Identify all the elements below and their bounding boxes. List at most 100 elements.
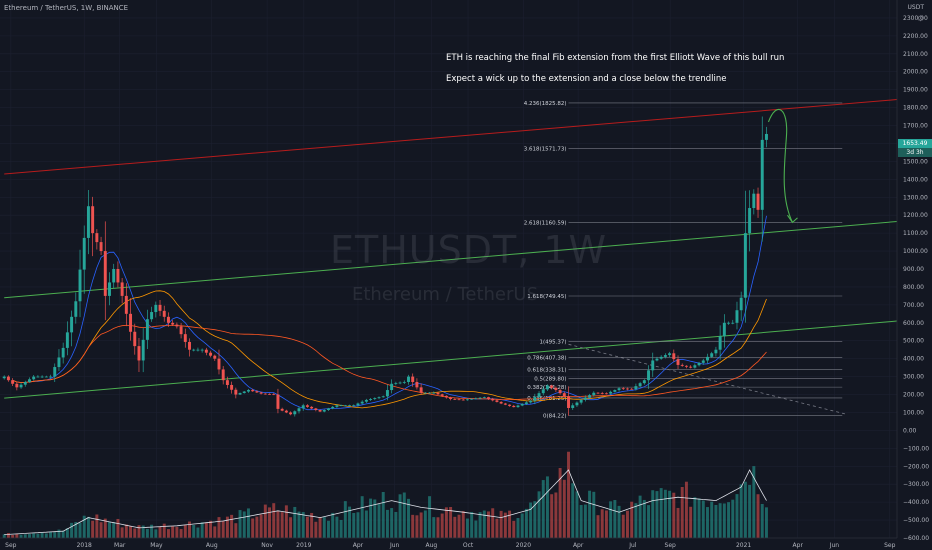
volume-bar (175, 526, 179, 538)
volume-bar (575, 491, 579, 538)
volume-bar (65, 528, 69, 538)
volume-bar (95, 514, 99, 538)
candle-body (348, 405, 352, 407)
projection-arrow (767, 109, 798, 224)
candle-body (743, 233, 747, 298)
volume-bar (263, 504, 267, 538)
volume-bar (512, 520, 516, 538)
volume-bar (284, 505, 288, 538)
volume-bar (588, 490, 592, 538)
volume-bar (124, 524, 128, 538)
fib-level-label: 0(84.22) (543, 413, 567, 419)
candle-body (630, 388, 634, 390)
volume-bar (61, 530, 65, 538)
price-tick-label: 2000.00 (903, 69, 928, 76)
candle-body (377, 397, 381, 399)
volume-bar (760, 503, 764, 538)
volume-bar (562, 479, 566, 538)
volume-bar (297, 511, 301, 538)
volume-bar (158, 526, 162, 538)
candle-body (562, 393, 566, 397)
volume-bar (364, 510, 368, 538)
price-tick-label: 600.00 (903, 320, 924, 327)
candle-body (718, 336, 722, 350)
volume-bar (103, 518, 107, 538)
candle-body (693, 365, 697, 368)
price-tick-label: 1300.00 (903, 194, 928, 201)
candle-body (541, 389, 545, 394)
volume-bar (171, 526, 175, 538)
volume-bar (752, 466, 756, 538)
annotation-line-2: Expect a wick up to the extension and a … (446, 73, 727, 84)
candle-body (305, 405, 309, 407)
candle-body (516, 405, 520, 408)
candle-body (651, 360, 655, 371)
volume-bar (230, 514, 234, 538)
volume-bar (301, 512, 305, 538)
candle-body (70, 316, 74, 333)
candle-body (764, 133, 768, 140)
time-tick-label: Nov (261, 542, 273, 549)
candle-body (40, 376, 44, 378)
fib-level-label: 0.236(181.25) (527, 396, 566, 402)
volume-bar (293, 506, 297, 538)
candle-body (444, 395, 448, 398)
volume-bar (99, 522, 103, 538)
volume-bar (23, 534, 27, 538)
volume-bar (40, 532, 44, 538)
volume-bar (735, 494, 739, 538)
volume-bar (11, 535, 15, 538)
time-tick-label: 2020 (516, 542, 531, 549)
time-axis[interactable]: Sep 2018 Mar May Aug Nov 2019 Apr Jun Aug Oct 2020 A… (0, 537, 897, 549)
candle-body (512, 405, 516, 408)
volume-bar (120, 527, 124, 538)
candle-body (449, 397, 453, 400)
volume-bar (529, 502, 533, 538)
volume-bar (373, 499, 377, 538)
volume-bar (689, 506, 693, 538)
candle-body (655, 358, 659, 361)
volume-bar (74, 521, 78, 538)
time-tick-label: Sep (665, 542, 677, 549)
volume-bar (579, 505, 583, 538)
candle-body (322, 410, 326, 412)
settings-icon[interactable]: ⚙ (916, 14, 924, 23)
candle-body (179, 326, 183, 335)
volume-bar (609, 501, 613, 538)
candle-body (44, 376, 48, 378)
volume-bar (322, 517, 326, 538)
price-axis[interactable]: 2300.00 2200.00 2100.00 2000.00 1900.00 1800.… (896, 0, 929, 542)
volume-bar (503, 512, 507, 538)
candlesticks (2, 116, 768, 417)
volume-bar (280, 512, 284, 538)
volume-bar (541, 480, 545, 538)
volume-bar (221, 520, 225, 538)
candle-body (613, 390, 617, 392)
candle-body (49, 376, 53, 378)
time-tick-label: Aug (425, 542, 437, 549)
candle-body (381, 396, 385, 398)
volume-bar (327, 520, 330, 538)
candle-body (499, 401, 503, 404)
price-tick-label: 1000.00 (903, 248, 928, 255)
candle-body (697, 362, 701, 366)
axis-currency: USDT (907, 4, 925, 11)
price-tick-label: 200.00 (903, 392, 924, 399)
volume-bar (613, 500, 617, 538)
volume-bar (385, 509, 389, 538)
volume-bar (487, 511, 490, 538)
candle-body (204, 349, 208, 353)
candle-body (171, 322, 175, 325)
volume-bar (440, 513, 444, 538)
volume-bar (86, 516, 90, 538)
trendline (4, 99, 898, 175)
candle-body (234, 389, 238, 395)
moving-average-line (12, 290, 767, 409)
candle-body (626, 388, 629, 390)
volume-bar (192, 524, 196, 538)
volume-bar (377, 504, 381, 538)
candle-body (196, 349, 200, 351)
candle-body (103, 251, 107, 296)
volume-bar (70, 522, 74, 538)
